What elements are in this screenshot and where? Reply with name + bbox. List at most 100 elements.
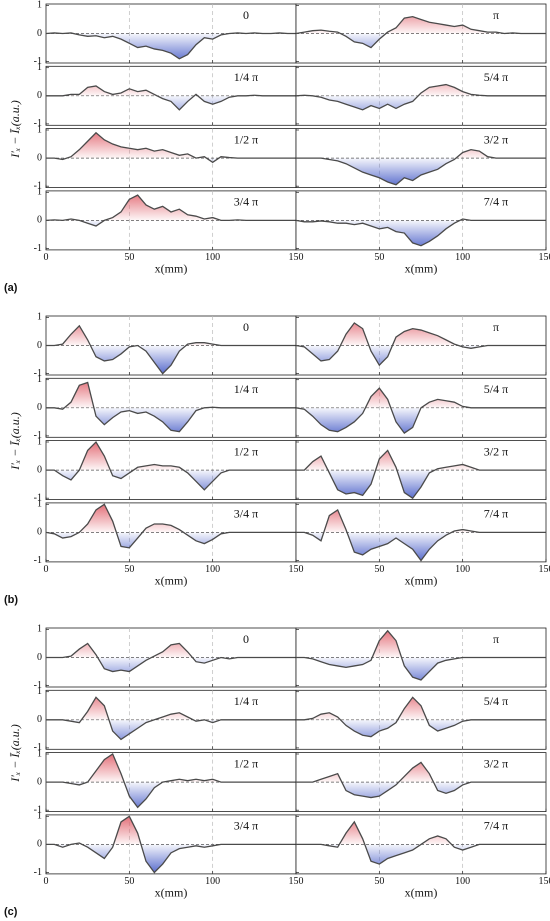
series-label: 0 xyxy=(243,320,249,334)
data-line xyxy=(45,194,296,227)
data-line xyxy=(296,629,546,681)
x-tick-label: 50 xyxy=(374,564,384,575)
data-line xyxy=(295,322,546,367)
area-shading-positive xyxy=(296,450,546,471)
y-tick-label: 1 xyxy=(37,0,42,11)
y-tick-label: -1 xyxy=(34,492,42,503)
area-shading-positive xyxy=(46,195,246,221)
area-shading-positive xyxy=(296,821,546,845)
y-tick-label: 1 xyxy=(37,124,42,135)
x-tick-label: 150 xyxy=(539,876,550,887)
x-tick-label: 100 xyxy=(455,876,470,887)
series-label: 3/2 π xyxy=(484,756,508,770)
y-tick-label: -1 xyxy=(34,742,42,753)
area-shading-negative xyxy=(157,95,238,110)
series-label: 1/2 π xyxy=(234,132,258,146)
series-label: 1/4 π xyxy=(234,382,258,396)
data-line xyxy=(46,85,296,111)
series-label: 7/4 π xyxy=(484,819,508,833)
area-shading-negative xyxy=(321,158,456,185)
y-tick-label: 1 xyxy=(37,312,42,323)
area-shading-negative xyxy=(46,407,296,432)
area-shading-positive xyxy=(46,442,296,471)
y-tick-label: 1 xyxy=(37,686,42,697)
series-label: 1/4 π xyxy=(234,694,258,708)
data-line xyxy=(46,696,296,741)
data-line xyxy=(296,149,546,186)
area-shading-negative xyxy=(46,657,296,672)
y-tick-label: -1 xyxy=(34,430,42,441)
x-axis-label: x(mm) xyxy=(155,886,188,900)
data-line xyxy=(296,508,546,562)
area-shading-negative xyxy=(296,33,546,48)
series-label: 3/4 π xyxy=(234,195,258,209)
x-axis-label: x(mm) xyxy=(405,574,438,588)
x-tick-label: 150 xyxy=(539,564,550,575)
area-shading-negative xyxy=(296,345,546,366)
series-label: 1/4 π xyxy=(234,70,258,84)
data-line xyxy=(46,753,296,809)
x-tick-label: 100 xyxy=(205,252,220,263)
area-shading-negative xyxy=(296,782,546,798)
area-shading-positive xyxy=(46,325,296,346)
area-shading-positive xyxy=(81,697,194,720)
data-line xyxy=(46,815,296,874)
series-label: π xyxy=(493,320,499,334)
area-shading-positive xyxy=(79,504,184,533)
data-line xyxy=(45,32,296,60)
x-tick-label: 0 xyxy=(44,564,49,575)
series-label: 5/4 π xyxy=(484,694,508,708)
data-line xyxy=(295,387,546,434)
series-label: 7/4 π xyxy=(484,195,508,209)
series-label: 5/4 π xyxy=(484,382,508,396)
area-shading-negative xyxy=(327,470,435,499)
x-axis-label: x(mm) xyxy=(405,262,438,276)
y-tick-label: -1 xyxy=(34,368,42,379)
y-axis-label: I′ₓ − Īₓ(a.u.) xyxy=(8,412,22,471)
series-label: 0 xyxy=(243,8,249,22)
y-tick-label: 0 xyxy=(37,215,42,226)
y-tick-label: 1 xyxy=(37,436,42,447)
x-tick-label: 100 xyxy=(455,564,470,575)
area-shading-negative xyxy=(46,33,296,59)
y-tick-label: 1 xyxy=(37,748,42,759)
x-tick-label: 100 xyxy=(205,876,220,887)
data-line xyxy=(296,449,546,500)
series-label: 1/2 π xyxy=(234,756,258,770)
area-shading-positive xyxy=(46,132,296,159)
series-label: 1/2 π xyxy=(234,444,258,458)
y-tick-label: -1 xyxy=(34,180,42,191)
area-shading-positive xyxy=(64,382,221,408)
y-tick-label: 0 xyxy=(37,776,42,787)
y-axis-label: I′ₓ − Īₓ(a.u.) xyxy=(8,100,22,159)
area-shading-negative xyxy=(46,532,230,548)
y-tick-label: 0 xyxy=(37,527,42,538)
data-line xyxy=(46,440,296,491)
x-axis-label: x(mm) xyxy=(155,262,188,276)
series-label: π xyxy=(493,632,499,646)
y-tick-label: 0 xyxy=(37,28,42,39)
x-tick-label: 50 xyxy=(124,564,134,575)
area-shading-positive xyxy=(296,16,546,34)
area-shading-positive xyxy=(46,643,296,658)
y-tick-label: -1 xyxy=(34,56,42,67)
y-tick-label: 1 xyxy=(37,811,42,822)
area-shading-negative xyxy=(46,345,296,374)
area-shading-negative xyxy=(296,657,546,680)
x-tick-label: 100 xyxy=(205,564,220,575)
area-shading-negative xyxy=(46,220,296,227)
y-tick-label: -1 xyxy=(34,867,42,878)
series-label: 0 xyxy=(243,632,249,646)
y-tick-label: 0 xyxy=(37,340,42,351)
x-tick-label: 150 xyxy=(289,252,304,263)
area-shading-negative xyxy=(54,844,221,873)
series-label: 7/4 π xyxy=(484,507,508,521)
y-tick-label: 0 xyxy=(37,464,42,475)
y-tick-label: 0 xyxy=(37,714,42,725)
panel-label: (b) xyxy=(4,594,18,606)
x-tick-label: 0 xyxy=(44,252,49,263)
y-tick-label: 1 xyxy=(37,187,42,198)
area-shading-negative xyxy=(296,407,546,434)
y-tick-label: 0 xyxy=(37,652,42,663)
